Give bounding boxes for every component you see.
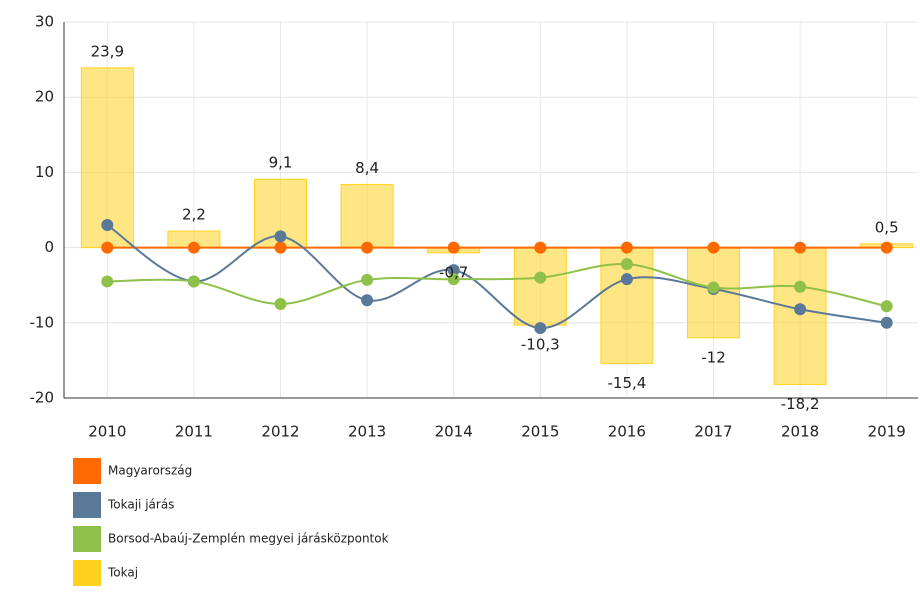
x-tick-label: 2010 bbox=[88, 423, 126, 441]
data-label: 8,4 bbox=[355, 159, 379, 177]
point bbox=[620, 241, 633, 254]
point bbox=[534, 322, 547, 335]
x-tick-label: 2011 bbox=[175, 423, 213, 441]
line bbox=[106, 224, 887, 330]
line bbox=[107, 263, 887, 308]
labels: -20 -10 0 10 20 30 2010 2011 2012 2013 2014 2015 201… bbox=[30, 13, 918, 441]
data-label: -18,2 bbox=[781, 395, 820, 413]
x-tick-label: 2017 bbox=[694, 423, 732, 441]
point bbox=[707, 281, 720, 294]
point bbox=[361, 273, 374, 286]
data-label: 0,5 bbox=[875, 218, 899, 236]
point bbox=[620, 258, 633, 271]
bar bbox=[340, 183, 394, 249]
point bbox=[447, 264, 460, 277]
point bbox=[361, 294, 374, 307]
data-label: 23,9 bbox=[91, 42, 124, 60]
legend-label: Tokaji járás bbox=[107, 498, 174, 512]
point bbox=[620, 273, 633, 286]
x-tick-label: 2012 bbox=[261, 423, 299, 441]
x-tick-label: 2019 bbox=[868, 423, 906, 441]
point bbox=[447, 241, 460, 254]
x-tick-label: 2018 bbox=[781, 423, 819, 441]
data-label: 2,2 bbox=[182, 206, 206, 224]
point bbox=[794, 280, 807, 293]
point bbox=[274, 241, 287, 254]
point bbox=[101, 219, 114, 232]
legend-label: Magyarország bbox=[108, 464, 192, 478]
legend-swatch bbox=[73, 458, 101, 484]
data-label: 9,1 bbox=[269, 154, 293, 172]
plot-area bbox=[80, 67, 914, 385]
y-tick-label: 20 bbox=[35, 88, 54, 106]
point bbox=[101, 275, 114, 288]
point bbox=[794, 303, 807, 316]
point bbox=[707, 241, 720, 254]
data-label: -12 bbox=[701, 348, 726, 366]
y-tick-label: 30 bbox=[35, 13, 54, 31]
y-tick-label: -20 bbox=[30, 389, 55, 407]
x-tick-label: 2013 bbox=[348, 423, 386, 441]
point bbox=[187, 275, 200, 288]
legend-swatch bbox=[73, 560, 101, 586]
point bbox=[880, 241, 893, 254]
point bbox=[534, 271, 547, 284]
point bbox=[534, 241, 547, 254]
data-label: -0,7 bbox=[439, 263, 468, 281]
point bbox=[274, 230, 287, 243]
y-tick-label: -10 bbox=[30, 313, 55, 331]
data-label: -15,4 bbox=[607, 374, 646, 392]
point bbox=[880, 316, 893, 329]
point bbox=[274, 298, 287, 310]
bar bbox=[513, 247, 567, 326]
y-tick-label: 10 bbox=[35, 163, 54, 181]
legend-swatch bbox=[73, 526, 101, 552]
legend-label: Tokaj bbox=[107, 566, 138, 580]
bar bbox=[773, 247, 827, 385]
point bbox=[187, 241, 200, 254]
x-tick-label: 2016 bbox=[608, 423, 646, 441]
point bbox=[794, 241, 807, 254]
data-label: -10,3 bbox=[521, 336, 560, 354]
point bbox=[880, 300, 893, 313]
point bbox=[447, 273, 460, 286]
legend-label: Borsod-Abaúj-Zemplén megyei járásközpont… bbox=[108, 532, 389, 546]
point bbox=[361, 241, 374, 254]
y-tick-label: 0 bbox=[44, 238, 54, 256]
x-tick-label: 2014 bbox=[435, 423, 473, 441]
x-tick-label: 2015 bbox=[521, 423, 559, 441]
legend: Magyarország Tokaji járás Borsod-Abaúj-Zem… bbox=[73, 458, 389, 586]
legend-swatch bbox=[73, 492, 101, 518]
point bbox=[101, 241, 114, 254]
